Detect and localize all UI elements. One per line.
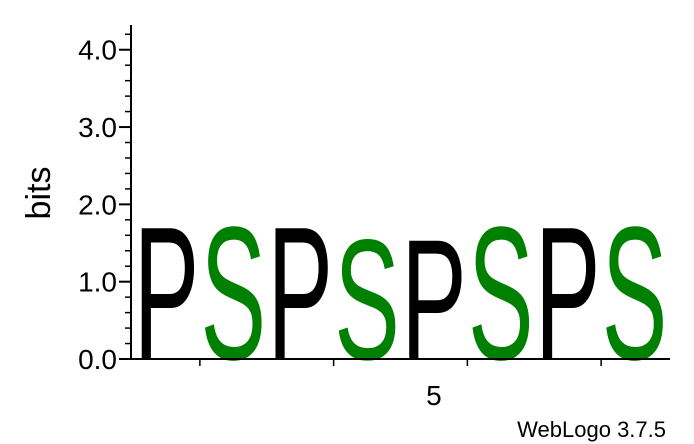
logo-letter-p: P xyxy=(134,188,200,400)
x-tick-label: 5 xyxy=(426,380,442,411)
y-tick-label: 1.0 xyxy=(78,267,117,298)
logo-letter-p: P xyxy=(401,203,467,396)
y-axis: 0.0 1.0 2.0 3.0 4.0 xyxy=(78,25,132,375)
logo-letter-s: S xyxy=(334,203,400,396)
y-tick-label: 4.0 xyxy=(78,35,117,66)
y-tick-label: 0.0 xyxy=(78,344,117,375)
y-axis-label: bits xyxy=(20,167,58,220)
y-tick-label: 3.0 xyxy=(78,112,117,143)
x-axis: 5 xyxy=(131,358,670,411)
logo-letter-s: S xyxy=(201,188,267,400)
logo-letter-s: S xyxy=(468,188,534,400)
y-tick-label: 2.0 xyxy=(78,189,117,220)
logo-letter-s: S xyxy=(602,188,668,400)
logo-letter-p: P xyxy=(267,188,333,400)
logo-letter-p: P xyxy=(535,188,601,400)
footer-credit: WebLogo 3.7.5 xyxy=(517,417,666,442)
